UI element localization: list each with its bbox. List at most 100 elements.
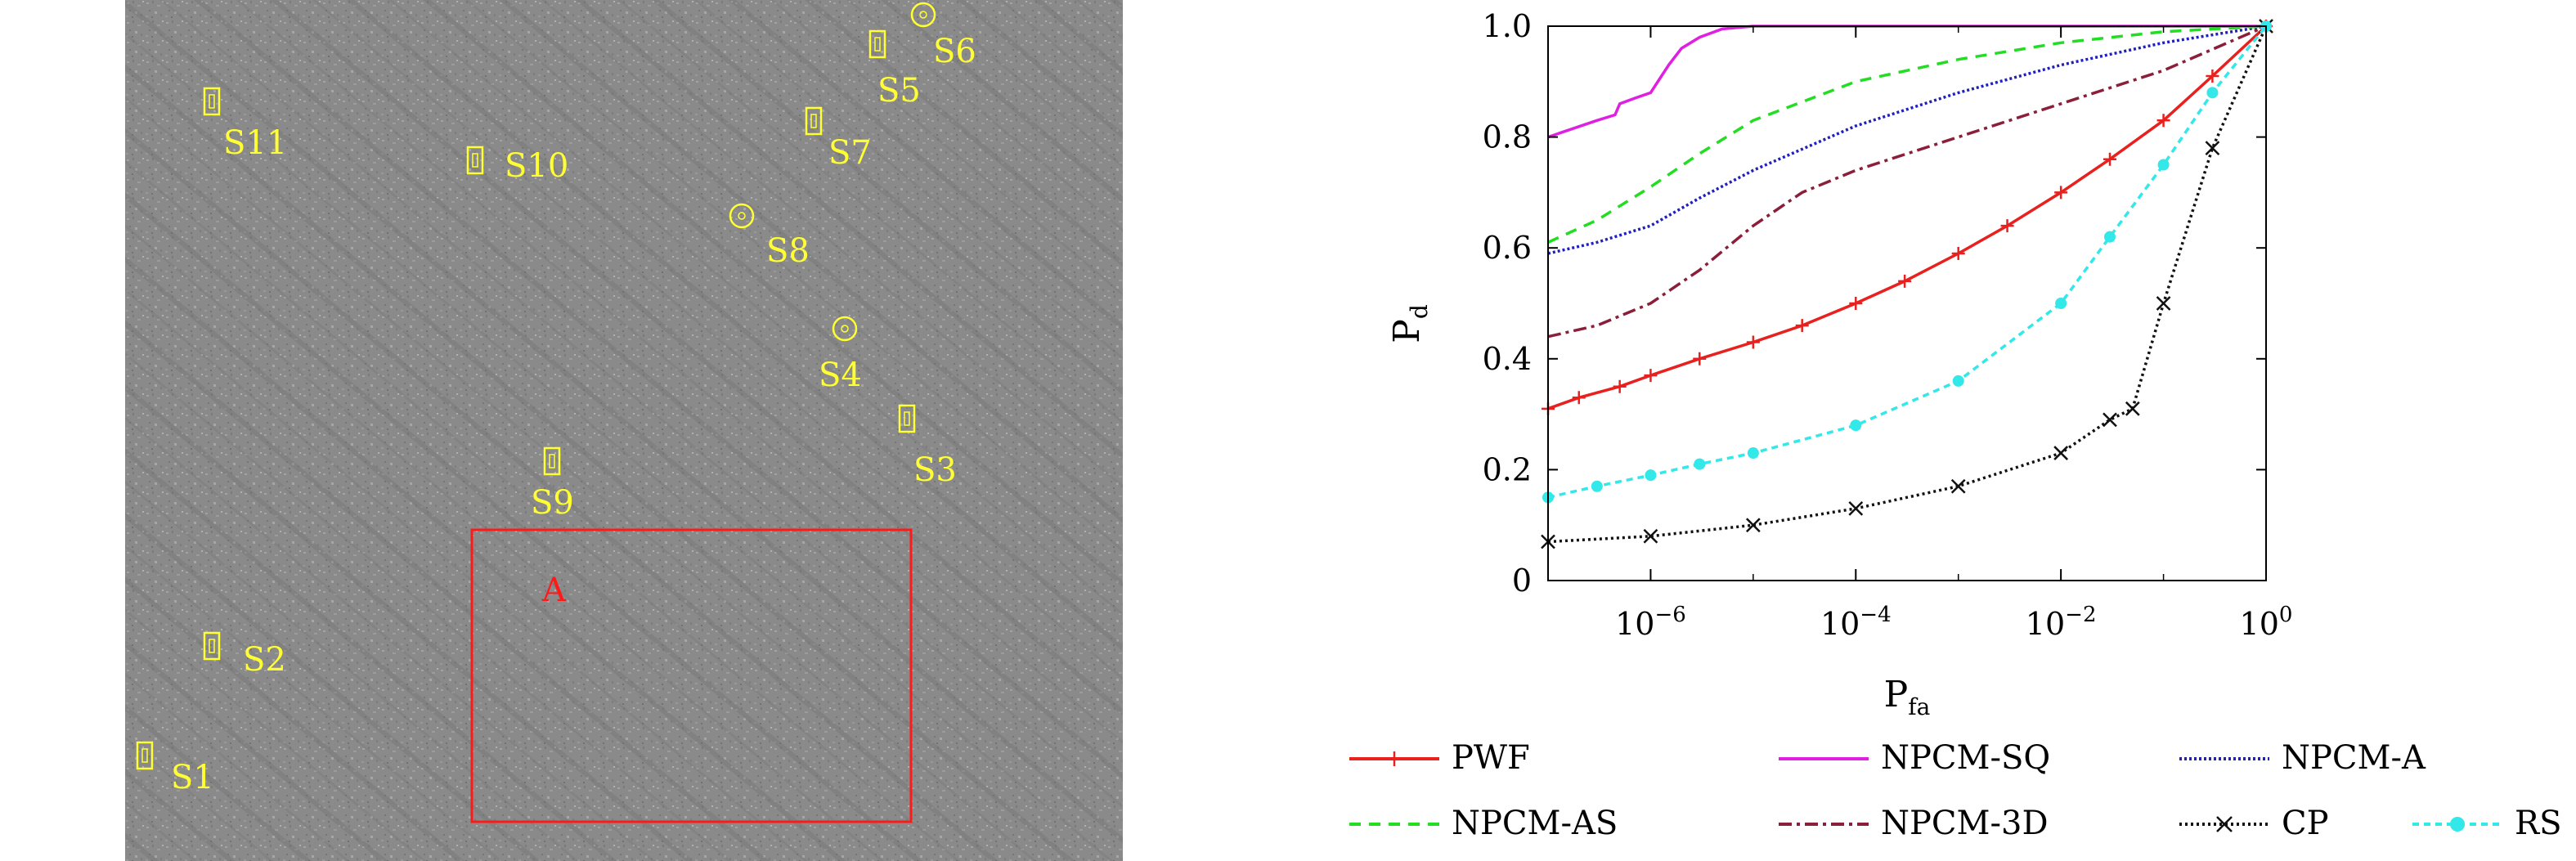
target-rect-marker xyxy=(136,741,154,770)
target-s4: S4 xyxy=(819,316,862,394)
region-a-label: A xyxy=(541,572,567,609)
series-line xyxy=(1547,25,2268,544)
data-point xyxy=(1613,379,1627,393)
target-circle-marker xyxy=(832,316,858,342)
data-point xyxy=(1849,297,1863,310)
legend-label: PWF xyxy=(1452,739,1530,777)
data-point xyxy=(2053,446,2069,460)
data-point xyxy=(2216,816,2233,832)
legend: PWF NPCM-SQ NPCM-A NPCM-AS NPCM-3D CP RS xyxy=(1349,739,2562,842)
plot-frame xyxy=(1547,25,2267,581)
data-point xyxy=(1747,447,1759,460)
target-label: S1 xyxy=(171,759,214,796)
y-tick-label: 0.2 xyxy=(1483,451,1532,487)
legend-label: CP xyxy=(2282,805,2329,842)
data-point xyxy=(1645,469,1657,482)
series-rs xyxy=(1542,20,2272,504)
data-point xyxy=(1644,369,1658,383)
data-point xyxy=(2156,296,2171,311)
series-cp xyxy=(1541,19,2273,549)
target-s6: S6 xyxy=(910,2,976,70)
data-point xyxy=(2156,114,2170,128)
target-s5: S5 xyxy=(868,29,921,110)
legend-item: NPCM-3D xyxy=(1779,805,2049,842)
target-label: S5 xyxy=(877,72,921,110)
data-point xyxy=(2055,298,2067,309)
data-point xyxy=(1850,419,1862,432)
plot-area xyxy=(1541,19,2273,549)
target-label: S8 xyxy=(766,232,810,270)
roc-chart: 10−6 10−4 10−2 100 00.20.40.60.81.0 Pd Pfa … xyxy=(1349,8,2562,842)
series-line xyxy=(1547,25,2267,255)
data-point xyxy=(2205,141,2220,156)
target-label: S11 xyxy=(223,124,287,162)
x-tick-label: 10−6 xyxy=(1615,603,1686,642)
x-tick-label: 10−2 xyxy=(2026,603,2097,642)
x-tick-label: 100 xyxy=(2240,603,2293,642)
data-point xyxy=(2000,219,2014,233)
series-line xyxy=(1547,25,2267,244)
data-point xyxy=(1694,458,1706,470)
target-label: S7 xyxy=(828,134,872,172)
data-point xyxy=(2206,70,2219,83)
data-point xyxy=(2103,152,2116,166)
data-point xyxy=(2157,159,2170,171)
data-point xyxy=(1746,335,1760,349)
x-tick-label: 10−4 xyxy=(1820,603,1892,642)
target-s11: S11 xyxy=(203,87,287,162)
target-rect-marker xyxy=(203,631,221,661)
target-s1: S1 xyxy=(136,741,214,796)
x-axis-label: Pfa xyxy=(1884,674,1931,720)
target-label: S3 xyxy=(913,451,957,489)
y-axis-ticks: 0 0.2 0.4 0.6 0.8 1.0 xyxy=(1483,8,2266,599)
legend-item: NPCM-A xyxy=(2179,739,2426,777)
data-point xyxy=(2125,401,2140,416)
target-s10: S10 xyxy=(466,146,568,185)
data-point xyxy=(2450,817,2465,832)
data-point xyxy=(1952,374,1964,387)
target-s3: S3 xyxy=(898,404,957,489)
x-axis-ticks: 10−6 10−4 10−2 100 xyxy=(1547,26,2293,642)
data-point xyxy=(1848,500,1864,516)
series-npcm-a xyxy=(1547,25,2267,255)
data-point xyxy=(1898,274,1912,288)
data-point xyxy=(2054,186,2068,200)
series-line xyxy=(1547,25,2268,410)
target-circle-marker xyxy=(729,203,755,229)
target-s2: S2 xyxy=(203,631,286,679)
region-a-box xyxy=(470,528,913,823)
target-rect-marker xyxy=(805,106,823,136)
legend-label: NPCM-SQ xyxy=(1881,739,2050,777)
target-s7: S7 xyxy=(805,106,872,172)
target-circle-marker xyxy=(910,2,936,28)
target-rect-marker xyxy=(466,146,484,175)
target-rect-marker xyxy=(203,87,221,116)
y-axis-label: Pd xyxy=(1386,304,1433,343)
legend-item: CP xyxy=(2179,805,2329,842)
target-label: S2 xyxy=(243,641,286,679)
series-npcm-3d xyxy=(1547,25,2267,339)
legend-label: NPCM-A xyxy=(2282,739,2426,777)
target-label: S10 xyxy=(505,147,568,185)
target-s8: S8 xyxy=(729,203,810,270)
data-point xyxy=(2103,412,2117,428)
legend-item: NPCM-AS xyxy=(1349,805,1618,842)
data-point xyxy=(1572,391,1586,405)
target-label: S6 xyxy=(933,33,976,70)
y-tick-label: 0 xyxy=(1512,563,1532,599)
y-tick-label: 0.4 xyxy=(1483,341,1532,377)
legend-item: PWF xyxy=(1349,739,1530,777)
legend-item: NPCM-SQ xyxy=(1779,739,2050,777)
data-point xyxy=(1745,518,1761,533)
data-point xyxy=(1591,480,1603,492)
data-point xyxy=(1387,751,1402,766)
data-point xyxy=(1950,478,1966,494)
target-label: S4 xyxy=(819,357,862,394)
data-point xyxy=(1951,246,1965,260)
target-rect-marker xyxy=(898,404,916,433)
target-label: S9 xyxy=(531,484,574,522)
target-rect-marker xyxy=(543,446,561,476)
series-npcm-as xyxy=(1547,25,2267,244)
legend-label: RS xyxy=(2515,805,2562,842)
sar-target-markers: S1 S2 S3 S4 S5 S6 S7 S8 S9 S10 S11 xyxy=(136,2,976,796)
